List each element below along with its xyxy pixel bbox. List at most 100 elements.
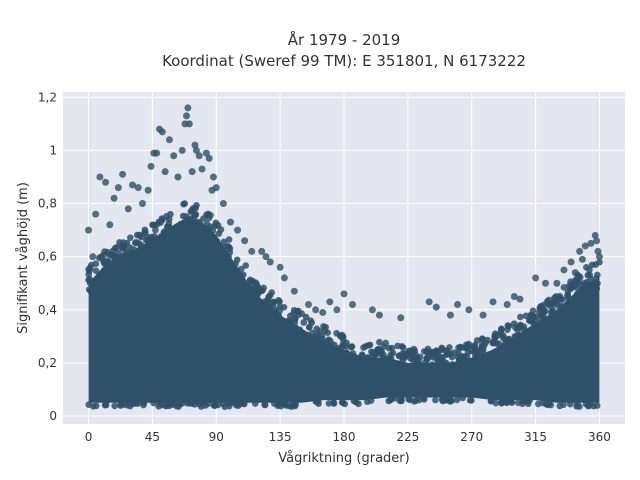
data-point (302, 313, 310, 321)
outlier-point (212, 184, 220, 192)
data-point (305, 324, 313, 331)
data-point (596, 258, 603, 266)
data-point (293, 308, 301, 315)
data-point (254, 285, 262, 293)
outlier-point (89, 253, 97, 261)
data-point (459, 394, 466, 402)
data-point (560, 401, 567, 409)
data-point (316, 328, 324, 335)
data-point (446, 396, 454, 403)
data-point (223, 256, 230, 264)
data-point (388, 344, 396, 352)
data-point (358, 351, 366, 358)
data-point (113, 263, 120, 270)
data-point (164, 235, 171, 242)
data-point (319, 346, 326, 353)
data-point (364, 398, 371, 406)
data-point (413, 362, 421, 370)
x-tick-labels: 0 45 90 135 180 225 270 315 360 (85, 430, 611, 444)
outlier-point (397, 314, 405, 322)
outlier-point (479, 311, 487, 319)
data-point (342, 343, 350, 350)
data-point (428, 348, 435, 356)
data-point (88, 261, 95, 269)
data-point (176, 222, 184, 230)
data-point (545, 296, 553, 304)
data-point (540, 301, 548, 309)
outlier-point (92, 210, 100, 218)
data-point (214, 401, 222, 409)
data-point (594, 271, 601, 279)
outlier-point (198, 165, 206, 173)
data-point (274, 402, 281, 409)
data-point (560, 284, 568, 291)
data-point (126, 400, 134, 407)
data-point (300, 319, 308, 326)
data-point (350, 397, 358, 405)
data-point (568, 280, 575, 288)
outlier-point (188, 168, 196, 176)
data-point (373, 364, 381, 372)
data-point (441, 396, 448, 404)
data-point (92, 267, 100, 274)
data-point (318, 335, 326, 342)
data-point (540, 314, 548, 322)
data-point (338, 354, 346, 362)
data-point (308, 333, 315, 341)
data-point (522, 332, 529, 340)
data-point (94, 274, 101, 282)
outlier-point (368, 306, 376, 314)
outlier-point (581, 242, 589, 250)
data-point (190, 204, 197, 212)
outlier-point (349, 300, 357, 308)
data-point (335, 344, 343, 352)
data-point (504, 322, 512, 329)
data-point (429, 353, 437, 361)
outlier-point (432, 303, 440, 311)
data-point (549, 307, 557, 315)
data-point (242, 262, 250, 269)
data-point (547, 319, 555, 326)
data-point (364, 354, 372, 361)
data-point (510, 343, 518, 350)
data-point (320, 323, 327, 330)
x-tick-label: 45 (145, 430, 160, 444)
data-point (325, 400, 333, 407)
data-point (85, 276, 92, 284)
data-point (397, 397, 405, 405)
data-point (374, 359, 382, 366)
outlier-point (195, 152, 203, 160)
outlier-point (158, 128, 166, 136)
data-point (517, 313, 524, 321)
data-point (424, 368, 432, 376)
data-point (412, 397, 420, 404)
data-point (204, 228, 212, 235)
data-point (290, 325, 297, 333)
outlier-point (124, 205, 132, 213)
data-point (197, 403, 205, 410)
data-point (102, 267, 109, 275)
outlier-point (165, 136, 173, 144)
data-point (419, 394, 427, 402)
data-point (593, 285, 601, 292)
data-point (491, 348, 498, 356)
data-point (233, 256, 241, 264)
outlier-point (106, 221, 114, 229)
data-point (572, 276, 579, 284)
data-point (438, 345, 446, 353)
data-point (566, 400, 574, 408)
data-point (124, 259, 131, 267)
data-point (266, 292, 274, 299)
outlier-point (258, 247, 266, 255)
x-tick-label: 180 (333, 430, 356, 444)
outlier-point (185, 120, 193, 128)
y-tick-label: 0,8 (38, 197, 57, 211)
outlier-point (567, 258, 575, 266)
outlier-point (503, 300, 511, 308)
data-points (85, 104, 603, 410)
data-point (529, 307, 537, 315)
outlier-point (280, 274, 288, 282)
outlier-point (276, 263, 284, 271)
data-point (158, 215, 166, 222)
